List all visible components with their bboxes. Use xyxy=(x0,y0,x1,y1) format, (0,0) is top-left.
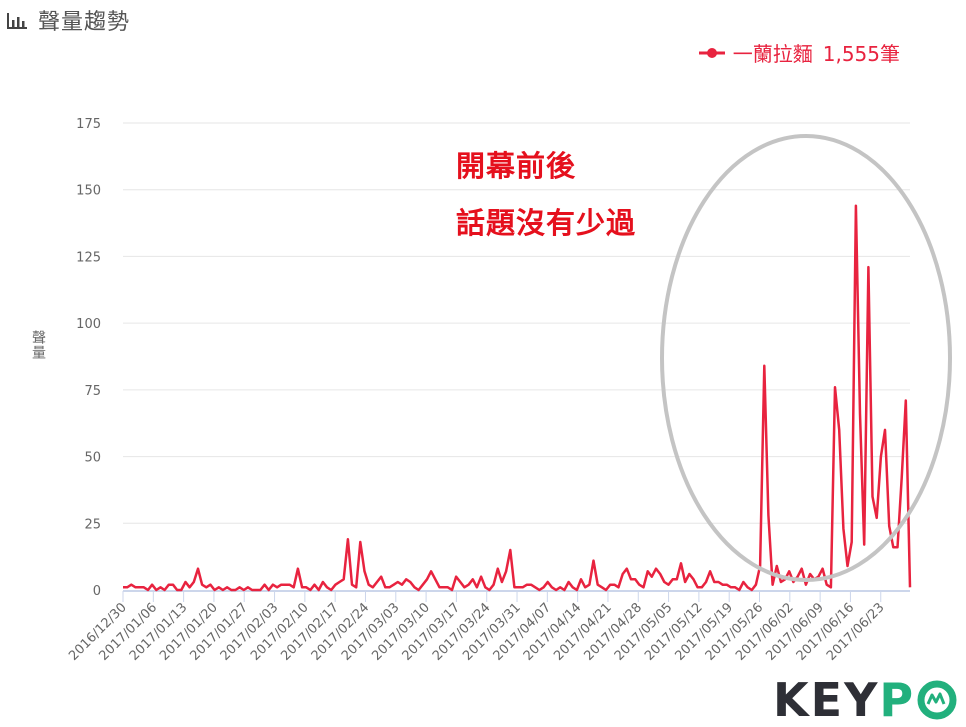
y-tick-label: 125 xyxy=(76,250,101,265)
y-axis-tick-labels: 0 25 50 75 100 125 150 175 xyxy=(76,117,101,599)
annotation-line-1: 開幕前後 xyxy=(456,149,577,183)
annotation-line-2: 話題沒有少過 xyxy=(456,206,637,240)
series-line[interactable] xyxy=(123,204,912,592)
chart-title: 聲量趨勢 xyxy=(38,10,131,35)
logo-key-text: KEY xyxy=(773,673,880,727)
legend-item[interactable]: 一蘭拉麵 1,555筆 xyxy=(698,38,900,67)
y-tick-label: 50 xyxy=(84,451,101,466)
highlight-ellipse xyxy=(660,134,952,582)
x-axis-tick-labels: 2016/12/302017/01/062017/01/132017/01/20… xyxy=(66,600,887,664)
chart-header: 聲量趨勢 xyxy=(6,4,130,36)
legend-line-marker-icon xyxy=(698,47,725,58)
logo-mountain-icon xyxy=(917,680,957,720)
keypo-logo: KEY P xyxy=(773,677,957,723)
bar-chart-icon xyxy=(7,13,27,29)
logo-p-text: P xyxy=(879,673,916,727)
y-tick-label: 100 xyxy=(76,317,101,332)
x-axis xyxy=(122,590,910,602)
y-tick-label: 0 xyxy=(93,584,101,599)
y-tick-label: 175 xyxy=(76,117,101,132)
y-axis-label: 聲量 xyxy=(30,330,46,360)
y-tick-label: 150 xyxy=(76,184,101,199)
legend-count: 1,555筆 xyxy=(822,42,900,66)
y-tick-label: 75 xyxy=(84,384,101,399)
gridlines xyxy=(123,122,910,524)
legend-series-name: 一蘭拉麵 xyxy=(732,42,813,66)
y-tick-label: 25 xyxy=(84,517,101,532)
